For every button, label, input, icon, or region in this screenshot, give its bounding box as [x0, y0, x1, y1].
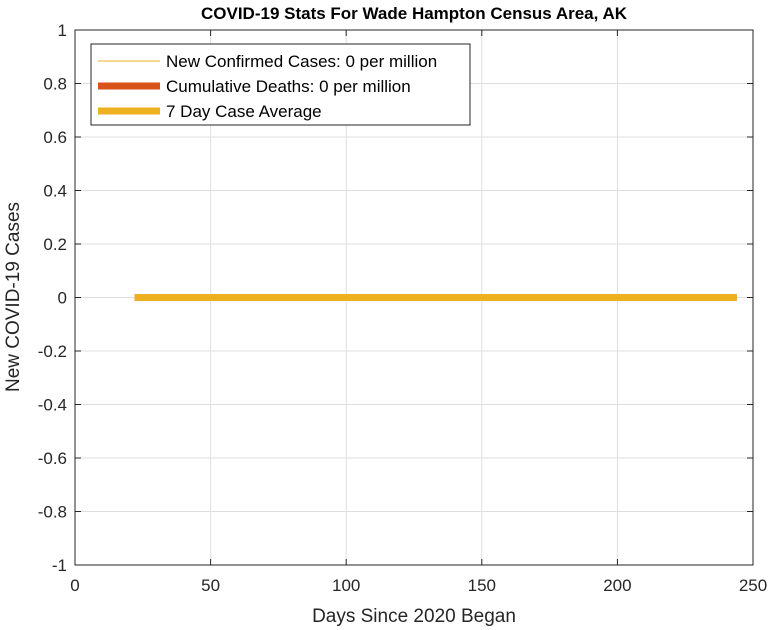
legend-entry: New Confirmed Cases: 0 per million [166, 52, 437, 71]
chart-title: COVID-19 Stats For Wade Hampton Census A… [201, 4, 628, 23]
legend-entry: 7 Day Case Average [166, 102, 322, 121]
x-tick-label: 50 [201, 576, 220, 595]
x-tick-label: 150 [468, 576, 496, 595]
y-tick-label: 0.8 [43, 75, 67, 94]
legend-entry: Cumulative Deaths: 0 per million [166, 77, 411, 96]
y-axis-label: New COVID-19 Cases [3, 202, 24, 392]
x-axis-label: Days Since 2020 Began [312, 606, 516, 627]
x-tick-label: 200 [603, 576, 631, 595]
y-tick-label: -1 [52, 556, 67, 575]
y-tick-label: -0.8 [38, 503, 67, 522]
x-tick-label: 0 [70, 576, 79, 595]
x-tick-label: 100 [332, 576, 360, 595]
y-tick-label: 0.4 [43, 182, 67, 201]
x-tick-label: 250 [739, 576, 767, 595]
y-tick-label: 0.6 [43, 128, 67, 147]
x-axis-ticks: 0 50 100 150 200 250 [70, 30, 767, 595]
y-tick-label: 1 [58, 21, 67, 40]
y-tick-label: 0 [58, 289, 67, 308]
y-tick-label: -0.6 [38, 449, 67, 468]
y-axis-ticks: 1 0.8 0.6 0.4 0.2 0 -0.2 -0.4 -0.6 -0.8 -1 [38, 21, 753, 575]
y-tick-label: -0.2 [38, 342, 67, 361]
legend: New Confirmed Cases: 0 per million Cumula… [90, 43, 471, 126]
y-tick-label: -0.4 [38, 396, 67, 415]
y-tick-label: 0.2 [43, 235, 67, 254]
